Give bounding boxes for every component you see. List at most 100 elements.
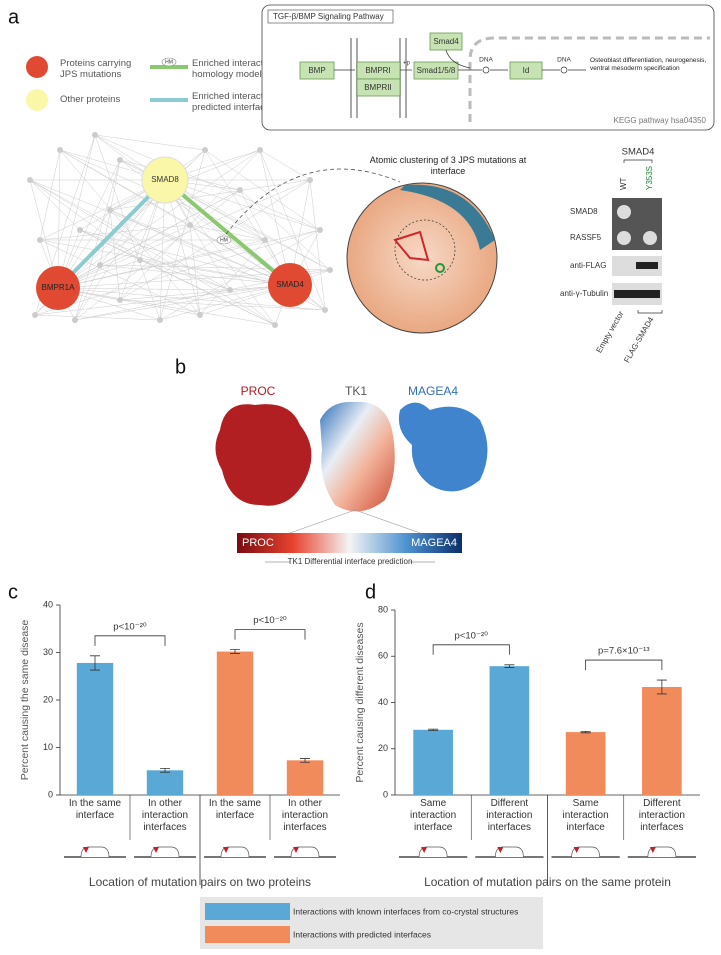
hm-label: HM [165, 59, 173, 65]
network-node-bg [97, 262, 103, 268]
network-node-bg [32, 312, 38, 318]
kegg-node-label: Smad1/5/8 [417, 66, 456, 75]
network-edge-bg [204, 149, 291, 286]
network-edge-bg [29, 179, 81, 231]
network-edge [56, 178, 167, 290]
x-tick-label: In other interaction interfaces [281, 798, 329, 833]
y-tick-label: 10 [43, 742, 53, 752]
hm-label: HM [220, 237, 228, 243]
network-edge-bg [94, 134, 321, 231]
colorbar [237, 533, 462, 553]
y-tick-label: 40 [378, 697, 388, 707]
network-edge-bg [29, 179, 276, 326]
panel-label: a [8, 6, 20, 28]
callout-arrow [225, 168, 401, 235]
network-node-bg [237, 187, 243, 193]
bar [286, 760, 324, 795]
callout-box: Atomic clustering of 3 JPS mutations at … [370, 155, 527, 176]
significance-bracket [234, 629, 306, 640]
network-edge-bg [79, 229, 231, 291]
blot-band [636, 262, 658, 269]
kegg-footer: KEGG pathway hsa04350 [613, 116, 706, 125]
network-edge-bg [309, 179, 326, 311]
x-tick-label: Different interaction interfaces [486, 798, 533, 833]
x-tick-label-box: Same interaction interface [563, 798, 609, 833]
network-edge-bg [57, 287, 201, 316]
network-node [36, 266, 80, 310]
dna-node [560, 66, 568, 74]
dna-node [482, 66, 490, 74]
network-edge-bg [57, 239, 266, 289]
y-axis-title: Percent causing different diseases [354, 622, 366, 782]
schematic-mutation [153, 847, 159, 853]
network-edge-bg [57, 229, 321, 289]
network-node-bg [322, 307, 328, 313]
network-edge-bg [39, 239, 291, 286]
network-node-bg [327, 267, 333, 273]
x-tick-label-box: In other interaction interfaces [142, 798, 188, 833]
blot-bracket [637, 310, 663, 314]
network-edge-bg [159, 229, 321, 321]
protein-surface [398, 402, 488, 492]
network-node-bg [107, 207, 113, 213]
blot-row: anti-γ-Tubulin [560, 289, 608, 298]
error-bar [656, 679, 667, 695]
kegg-node-label: BMP [308, 66, 325, 75]
schematic-mutation [293, 847, 299, 853]
network-edge-bg [259, 149, 291, 286]
network-node [141, 156, 189, 204]
structure-helix [400, 184, 495, 250]
network-edge-bg [109, 209, 121, 301]
bar [216, 651, 254, 795]
network-edge-bg [109, 209, 291, 286]
network-edge-bg [119, 299, 326, 311]
error-bar [428, 728, 439, 731]
schematic [571, 846, 600, 858]
y-tick-label: 30 [43, 647, 53, 657]
kegg-node: BMPRI [356, 61, 401, 80]
network-node-bg [117, 157, 123, 163]
legend-box: Enriched interactions with predicted int… [192, 91, 300, 113]
network-node-bg [307, 177, 313, 183]
protein-surface [320, 401, 395, 512]
network-edge-bg [57, 134, 96, 289]
colorbar-caption: TK1 Differential interface prediction [288, 557, 413, 566]
bar [489, 666, 530, 795]
annotation: p<10⁻²⁰ [113, 621, 147, 632]
network-edge-bg [57, 224, 191, 289]
blot-column: Y353S [645, 166, 654, 190]
legend-box: Proteins carrying JPS mutations [60, 58, 132, 81]
network-node [268, 263, 312, 307]
network-edge-bg [34, 314, 161, 321]
x-tick-label-box: Different interaction interfaces [639, 798, 685, 833]
x-tick-label-box: In the same interface [69, 798, 121, 821]
network-edge-bg [59, 149, 201, 316]
schematic [150, 846, 180, 858]
error-bar [300, 758, 310, 763]
network-edge-bg [159, 284, 291, 321]
legend-text: Proteins carrying JPS mutations [60, 58, 132, 81]
network-edge-bg [159, 149, 206, 321]
hm-badge [216, 235, 232, 245]
structure-mutation [435, 263, 445, 273]
error-bar [160, 768, 170, 773]
kegg-node-label: BMPRI [365, 66, 390, 75]
schematic [647, 846, 677, 858]
kegg-title: TGF-β/BMP Signaling Pathway [273, 12, 384, 21]
kegg-node: Id [509, 61, 543, 80]
kegg-phospho: +p [403, 61, 411, 67]
schematic-mutation [497, 847, 504, 853]
network-edge-bg [74, 264, 101, 321]
legend-box: Enriched interactions with homology mode… [192, 58, 300, 80]
x-tick-label-box: In other interaction interfaces [281, 798, 329, 833]
significance-bracket [94, 635, 166, 646]
schematic [220, 846, 250, 858]
legend-box: Other proteins [60, 94, 120, 105]
blot-row: SMAD8 [570, 207, 598, 216]
kegg-node: Smad4 [429, 32, 463, 51]
kegg-title-box [267, 9, 394, 24]
network-edge-bg [204, 149, 321, 231]
network-edge-bg [164, 179, 331, 271]
legend-swatch [205, 926, 290, 943]
